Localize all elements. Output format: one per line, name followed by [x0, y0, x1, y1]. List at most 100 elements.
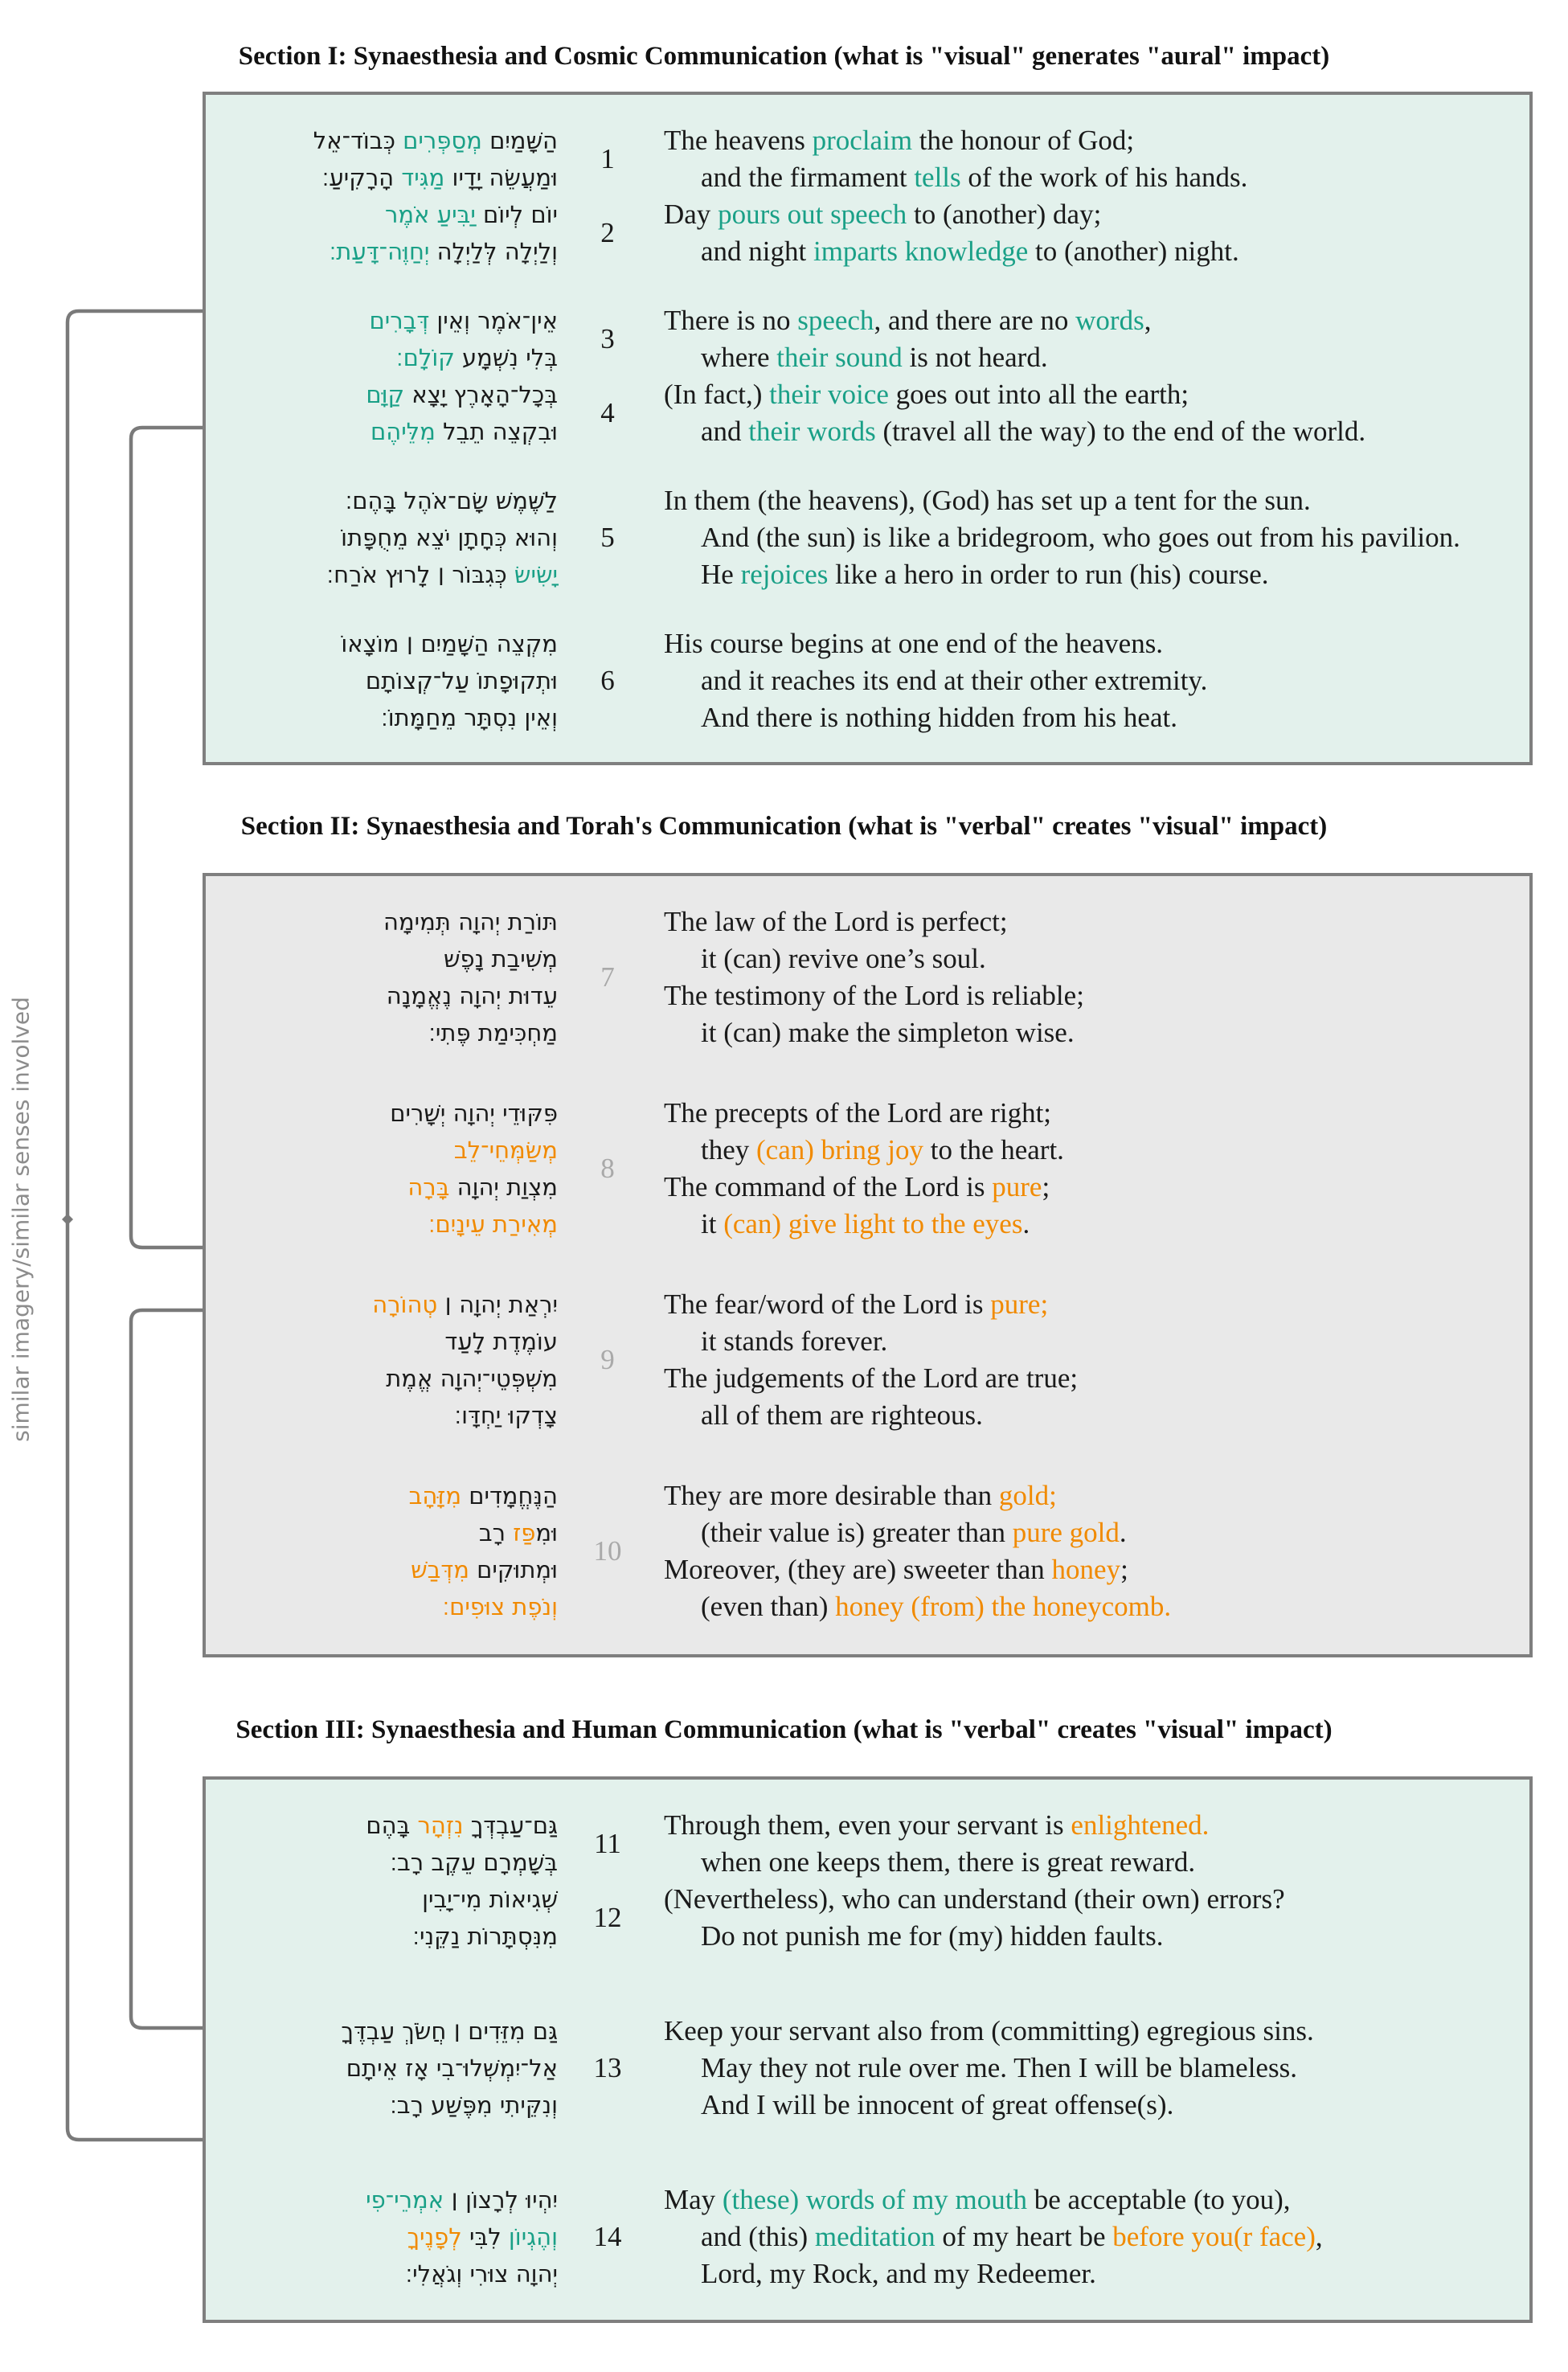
hebrew-column: יִרְאַת יְהוָה ׀ טְהוֹרָה עוֹמֶדֶת לָעַד מ… — [206, 1286, 558, 1434]
text-segment: And there is nothing hidden from his hea… — [701, 702, 1177, 733]
english-line: Moreover, (they are) sweeter than honey; — [664, 1551, 1529, 1588]
text-segment: רָב — [478, 1519, 514, 1547]
text-segment: The law of the Lord is perfect; — [664, 906, 1008, 937]
text-segment: כְּגִבּוֹר ׀ לָרוּץ אֹרַח׃ — [326, 561, 514, 588]
orange-highlight: מִזָּהָב — [408, 1482, 462, 1510]
text-segment: יִהְיוּ לְרָצוֹן ׀ — [444, 2186, 558, 2214]
text-segment: like a hero in order to run (his) course… — [828, 559, 1269, 590]
text-segment: when one keeps them, there is great rewa… — [701, 1846, 1196, 1878]
verse-number-column: 6 — [558, 625, 657, 736]
text-segment: to (another) night. — [1028, 236, 1239, 267]
text-segment: וּתְקוּפָתוֹ עַל־קְצוֹתָם — [365, 667, 558, 694]
text-segment: The fear/word of the Lord is — [664, 1288, 991, 1320]
english-line: May (these) words of my mouth be accepta… — [664, 2182, 1529, 2218]
teal-highlight: קַוָּם — [366, 381, 405, 408]
hebrew-line: מִנִּסְתָּרוֹת נַקֵּנִי׃ — [206, 1918, 558, 1955]
text-segment: it stands forever. — [701, 1325, 888, 1357]
verse-group: פִּקּוּדֵי יְהוָה יְשָׁרִים מְשַׂמְּחֵי־ל… — [206, 1095, 1529, 1243]
text-segment: and night — [701, 236, 813, 267]
text-segment: מִקְצֵה הַשָּׁמַיִם ׀ מוֹצָאוֹ — [341, 630, 558, 658]
verse-group: יִהְיוּ לְרָצוֹן ׀ אִמְרֵי־פִי וְהֶגְיוֹן… — [206, 2182, 1529, 2292]
text-segment: אֵין־אֹמֶר וְאֵין — [429, 307, 558, 334]
verse-number-column: 13 — [558, 2013, 657, 2124]
hebrew-line: בְּשָׁמְרָם עֵקֶב רָב׃ — [206, 1844, 558, 1881]
hebrew-line: יוֹם לְיוֹם יַבִּיעַ אֹמֶר — [206, 196, 558, 233]
text-segment: לִבִּי — [461, 2223, 509, 2251]
english-line: The law of the Lord is perfect; — [664, 903, 1529, 940]
text-segment: (travel all the way) to the end of the w… — [875, 416, 1366, 447]
hebrew-line: וְאֵין נִסְתָּר מֵחַמָּתוֹ׃ — [206, 699, 558, 736]
text-segment: וּמִ — [535, 1519, 558, 1547]
text-segment: וְהוּא כְּחָתָן יֹצֵא מֵחֻפָּתוֹ — [341, 524, 558, 551]
text-segment: and the firmament — [701, 162, 915, 193]
text-segment: The judgements of the Lord are true; — [664, 1362, 1079, 1394]
english-line: And (the sun) is like a bridegroom, who … — [664, 519, 1529, 556]
text-segment: May they not rule over me. Then I will b… — [701, 2052, 1297, 2083]
verse-group: יִרְאַת יְהוָה ׀ טְהוֹרָה עוֹמֶדֶת לָעַד מ… — [206, 1286, 1529, 1434]
english-line: Keep your servant also from (committing)… — [664, 2013, 1529, 2050]
text-segment: , — [1144, 305, 1152, 336]
verse-number: 10 — [593, 1535, 622, 1567]
text-segment: וְלַיְלָה לְּלַיְלָה — [429, 238, 558, 265]
english-line: and night imparts knowledge to (another)… — [664, 233, 1529, 270]
text-segment: כְּבוֹד־אֵל — [313, 127, 403, 154]
hebrew-line: מַחְכִּימַת פֶּתִי׃ — [206, 1014, 558, 1051]
text-segment: And I will be innocent of great offense(… — [701, 2089, 1174, 2120]
english-line: In them (the heavens), (God) has set up … — [664, 482, 1529, 519]
hebrew-line: וּתְקוּפָתוֹ עַל־קְצוֹתָם — [206, 662, 558, 699]
english-line: The testimony of the Lord is reliable; — [664, 977, 1529, 1014]
teal-highlight: מַגִּיד — [401, 164, 445, 191]
text-segment: The testimony of the Lord is reliable; — [664, 980, 1084, 1011]
text-segment: מַחְכִּימַת פֶּתִי׃ — [428, 1019, 558, 1047]
english-line: when one keeps them, there is great rewa… — [664, 1844, 1529, 1881]
hebrew-line: פִּקּוּדֵי יְהוָה יְשָׁרִים — [206, 1095, 558, 1132]
hebrew-line: הַנֶּחֱמָדִים מִזָּהָב — [206, 1477, 558, 1514]
text-segment: it (can) revive one’s soul. — [701, 943, 986, 974]
text-segment: it — [701, 1208, 724, 1239]
text-segment: Through them, even your servant is — [664, 1809, 1071, 1841]
hebrew-line: תּוֹרַת יְהוָה תְּמִימָה — [206, 903, 558, 940]
hebrew-line: שְׁגִיאוֹת מִי־יָבִין — [206, 1881, 558, 1918]
text-segment: And (the sun) is like a bridegroom, who … — [701, 522, 1460, 553]
english-line: it (can) give light to the eyes. — [664, 1206, 1529, 1243]
teal-highlight: rejoices — [740, 559, 829, 590]
text-segment: they — [701, 1134, 757, 1166]
hebrew-column: מִקְצֵה הַשָּׁמַיִם ׀ מוֹצָאוֹ וּתְקוּפָת… — [206, 625, 558, 736]
teal-highlight: יָשִׂישׂ — [514, 561, 558, 588]
text-segment: פִּקּוּדֵי יְהוָה יְשָׁרִים — [390, 1100, 558, 1127]
verse-number: 2 — [600, 217, 615, 248]
text-segment: all of them are righteous. — [701, 1399, 983, 1431]
outer-bracket-line — [65, 309, 203, 2142]
english-column: The fear/word of the Lord is pure; it sta… — [657, 1286, 1529, 1434]
teal-highlight: words — [1075, 305, 1144, 336]
verse-number-column: 9 — [558, 1286, 657, 1434]
hebrew-column: לַשֶּׁמֶשׁ שָׂם־אֹהֶל בָּהֶם׃ וְהוּא כְּח… — [206, 482, 558, 593]
text-segment: be acceptable (to you), — [1027, 2184, 1291, 2215]
english-line: (Nevertheless), who can understand (thei… — [664, 1881, 1529, 1918]
hebrew-line: מִשְׁפְּטֵי־יְהוָה אֱמֶת — [206, 1360, 558, 1397]
english-column: The precepts of the Lord are right; they … — [657, 1095, 1529, 1243]
orange-highlight: נִזְהָר — [417, 1812, 464, 1839]
english-line: There is no speech, and there are no wor… — [664, 302, 1529, 339]
hebrew-column: הַנֶּחֱמָדִים מִזָּהָב וּמִפַּז רָב וּמְתו… — [206, 1477, 558, 1625]
teal-highlight: tells — [914, 162, 961, 193]
teal-highlight: speech — [797, 305, 874, 336]
verse-number: 9 — [600, 1344, 615, 1375]
english-line: all of them are righteous. — [664, 1397, 1529, 1434]
hebrew-line: מִצְוַת יְהוָה בָּרָה — [206, 1169, 558, 1206]
orange-highlight: honey (from) the honeycomb. — [835, 1591, 1172, 1622]
verse-number: 14 — [593, 2221, 622, 2252]
verse-number-column: 11 12 — [558, 1807, 657, 1955]
hebrew-line: בְּכָל־הָאָרֶץ יָצָא קַוָּם — [206, 376, 558, 413]
section-2-heading: Section II: Synaesthesia and Torah's Com… — [240, 812, 1328, 841]
orange-highlight: מְשַׂמְּחֵי־לֵב — [453, 1137, 558, 1164]
hebrew-line: יָשִׂישׂ כְּגִבּוֹר ׀ לָרוּץ אֹרַח׃ — [206, 556, 558, 593]
orange-highlight: pure gold — [1012, 1517, 1120, 1548]
text-segment: They are more desirable than — [664, 1480, 999, 1511]
text-segment: (even than) — [701, 1591, 836, 1622]
text-segment: . — [1119, 1517, 1127, 1548]
text-segment: מְשִׁיבַת נָפֶשׁ — [443, 945, 558, 973]
text-segment: וּבִקְצֵה תֵבֵל — [435, 418, 558, 445]
